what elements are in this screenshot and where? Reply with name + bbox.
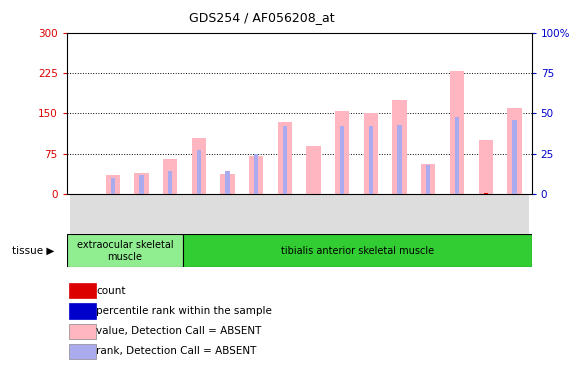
Bar (254, 193, 259, 194)
Bar (139, 193, 144, 194)
Bar (196, 193, 201, 194)
Bar (225, 193, 229, 194)
Bar (184, 194, 213, 250)
Bar (183, 234, 532, 267)
Bar (397, 193, 402, 194)
Bar (397, 125, 402, 194)
Bar (507, 108, 522, 194)
Bar (283, 126, 287, 194)
Bar (278, 122, 292, 194)
Bar (357, 194, 385, 250)
Text: rank, Detection Call = ABSENT: rank, Detection Call = ABSENT (96, 346, 256, 356)
Bar (69, 324, 96, 339)
Bar (455, 193, 459, 194)
Bar (364, 113, 378, 194)
Bar (106, 175, 120, 194)
Bar (134, 172, 149, 194)
Text: count: count (96, 286, 125, 296)
Bar (70, 194, 98, 250)
Bar (69, 283, 96, 298)
Text: extraocular skeletal
muscle: extraocular skeletal muscle (77, 240, 173, 262)
Bar (414, 194, 443, 250)
Bar (163, 159, 177, 194)
Bar (168, 193, 172, 194)
Bar (67, 234, 183, 267)
Bar (242, 194, 271, 250)
Bar (271, 194, 299, 250)
Bar (471, 194, 500, 250)
Bar (426, 193, 431, 194)
Bar (328, 194, 357, 250)
Bar (340, 193, 345, 194)
Bar (392, 100, 407, 194)
Text: tissue ▶: tissue ▶ (12, 246, 54, 256)
Bar (196, 150, 201, 194)
Text: GDS254 / AF056208_at: GDS254 / AF056208_at (189, 11, 334, 24)
Bar (69, 303, 96, 318)
Bar (249, 156, 263, 194)
Bar (168, 171, 172, 194)
Bar (335, 111, 349, 194)
Bar (340, 126, 345, 194)
Bar (299, 194, 328, 250)
Bar (98, 194, 127, 250)
Bar (455, 117, 459, 194)
Text: percentile rank within the sample: percentile rank within the sample (96, 306, 272, 316)
Text: value, Detection Call = ABSENT: value, Detection Call = ABSENT (96, 326, 261, 336)
Bar (254, 154, 259, 194)
Bar (225, 171, 229, 194)
Bar (500, 194, 529, 250)
Bar (220, 173, 235, 194)
Bar (450, 71, 464, 194)
Bar (483, 193, 488, 194)
Bar (139, 175, 144, 194)
Bar (283, 193, 287, 194)
Bar (479, 140, 493, 194)
Bar (156, 194, 184, 250)
Bar (443, 194, 471, 250)
Bar (110, 178, 115, 194)
Bar (421, 164, 436, 194)
Bar (385, 194, 414, 250)
Bar (127, 194, 156, 250)
Bar (192, 138, 206, 194)
Text: tibialis anterior skeletal muscle: tibialis anterior skeletal muscle (281, 246, 434, 256)
Bar (306, 146, 321, 194)
Bar (426, 165, 431, 194)
Bar (110, 193, 115, 194)
Bar (512, 193, 517, 194)
Bar (213, 194, 242, 250)
Bar (369, 193, 373, 194)
Bar (369, 126, 373, 194)
Bar (69, 344, 96, 359)
Bar (512, 120, 517, 194)
